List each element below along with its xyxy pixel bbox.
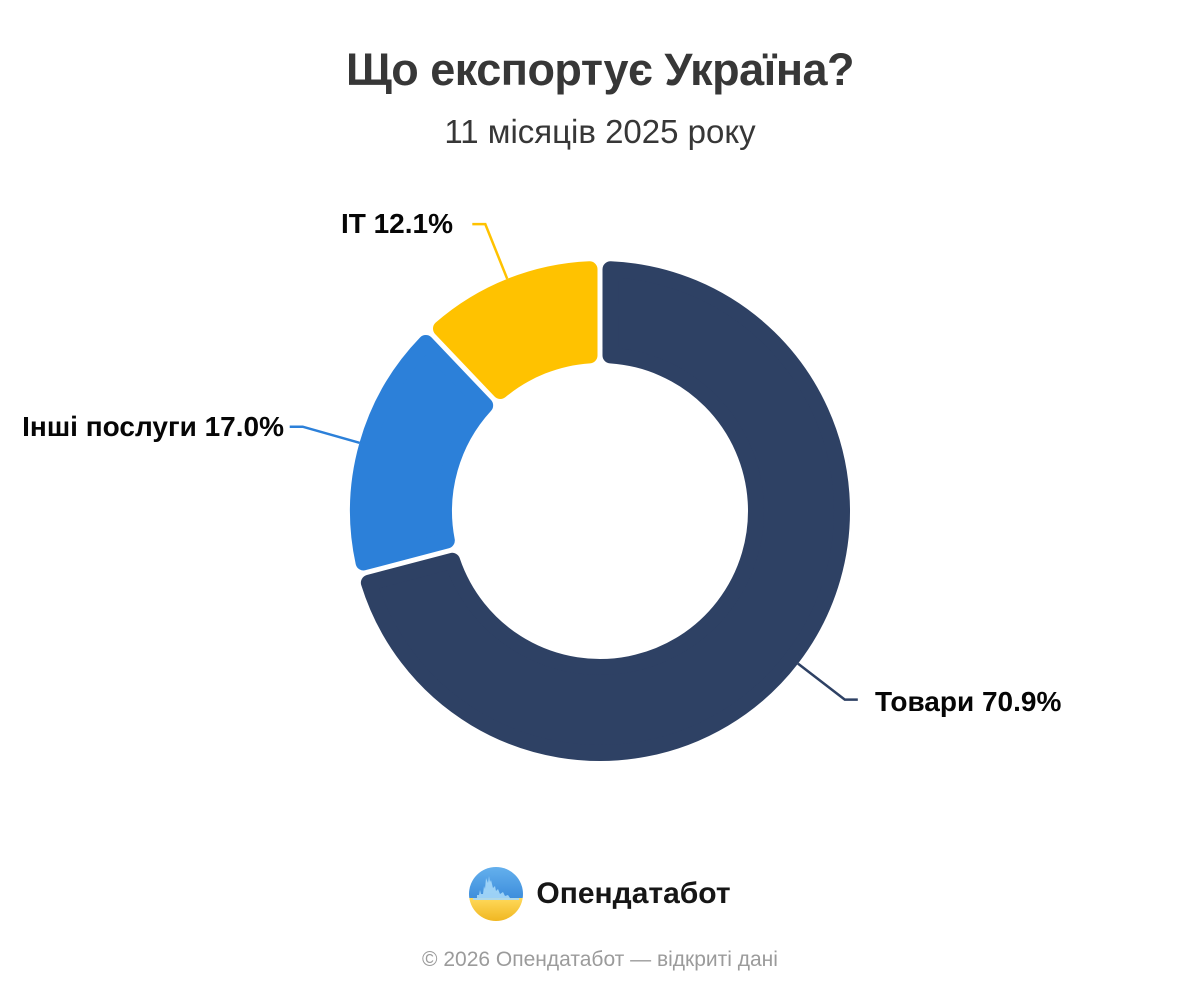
slice-label-tovary: Товари 70.9% (875, 686, 1062, 717)
slice-label-inshi-poslugy: Інші послуги 17.0% (22, 411, 284, 442)
pie-slice-1 (350, 335, 494, 571)
page-title: Що експортує Україна? (345, 44, 855, 95)
pie-slice-2 (433, 261, 598, 399)
label-connector-1 (289, 425, 360, 445)
copyright-text: © 2026 Опендатабот — відкриті дані (422, 948, 778, 971)
page-subtitle: 11 місяців 2025 року (444, 113, 756, 150)
label-connector-0 (797, 662, 858, 701)
pie-slice-0 (360, 261, 850, 761)
label-connector-2 (472, 222, 509, 280)
slice-label-it: IT 12.1% (340, 208, 453, 239)
opendatabot-logo: Опендатабот (0, 866, 1200, 922)
opendatabot-pulse-icon (469, 867, 524, 921)
logo-text: Опендатабот (536, 877, 731, 910)
